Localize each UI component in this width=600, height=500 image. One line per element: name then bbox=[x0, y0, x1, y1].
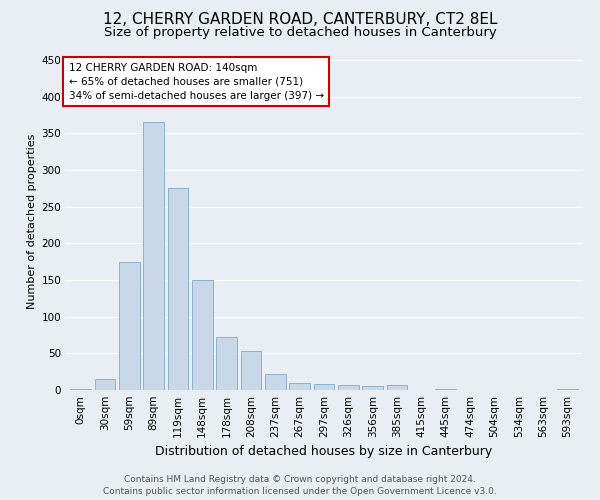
Bar bbox=[70, 388, 91, 390]
Y-axis label: Number of detached properties: Number of detached properties bbox=[27, 134, 37, 309]
Bar bbox=[119, 262, 140, 390]
X-axis label: Distribution of detached houses by size in Canterbury: Distribution of detached houses by size … bbox=[155, 446, 493, 458]
Text: 12 CHERRY GARDEN ROAD: 140sqm
← 65% of detached houses are smaller (751)
34% of : 12 CHERRY GARDEN ROAD: 140sqm ← 65% of d… bbox=[68, 62, 324, 100]
Bar bbox=[216, 337, 237, 390]
Bar bbox=[314, 384, 334, 390]
Bar bbox=[192, 280, 212, 390]
Bar bbox=[436, 388, 456, 390]
Bar bbox=[338, 385, 359, 390]
Bar bbox=[265, 374, 286, 390]
Text: 12, CHERRY GARDEN ROAD, CANTERBURY, CT2 8EL: 12, CHERRY GARDEN ROAD, CANTERBURY, CT2 … bbox=[103, 12, 497, 28]
Bar bbox=[362, 386, 383, 390]
Bar bbox=[143, 122, 164, 390]
Text: Contains HM Land Registry data © Crown copyright and database right 2024.
Contai: Contains HM Land Registry data © Crown c… bbox=[103, 475, 497, 496]
Bar bbox=[167, 188, 188, 390]
Bar bbox=[241, 351, 262, 390]
Bar bbox=[557, 388, 578, 390]
Text: Size of property relative to detached houses in Canterbury: Size of property relative to detached ho… bbox=[104, 26, 496, 39]
Bar bbox=[386, 385, 407, 390]
Bar bbox=[95, 379, 115, 390]
Bar bbox=[289, 382, 310, 390]
